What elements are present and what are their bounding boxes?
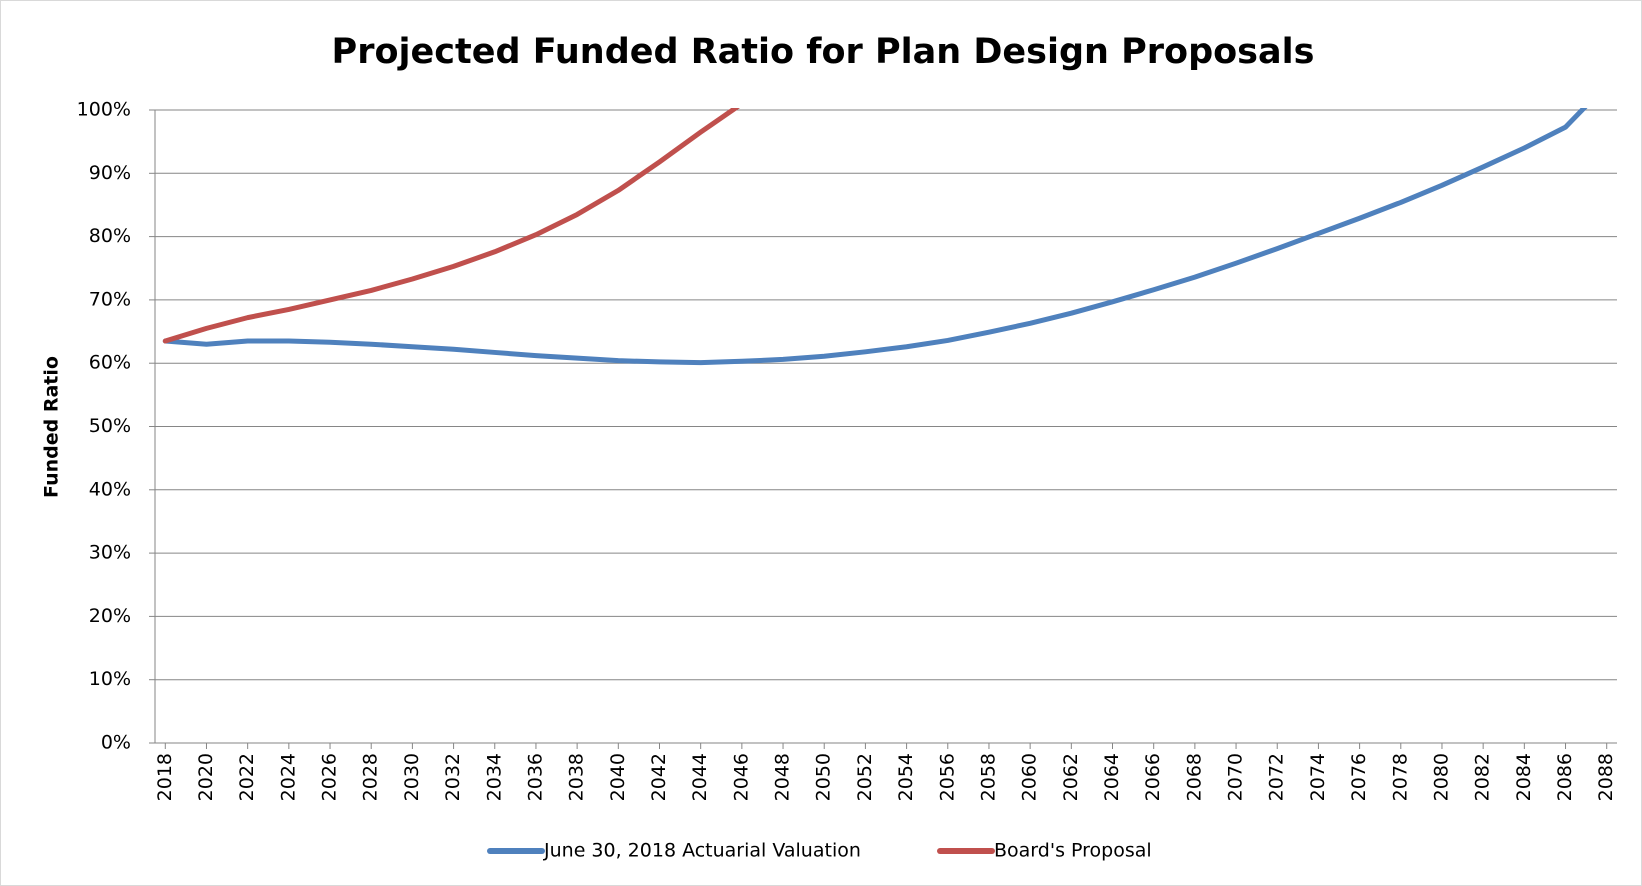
x-tick-label: 2032 [442,753,464,801]
x-tick-label: 2078 [1389,753,1411,801]
x-tick-label: 2066 [1142,753,1164,801]
x-tick-label: 2042 [648,753,670,801]
series-line [162,108,740,344]
x-tick-label: 2054 [895,753,917,801]
legend-label: Board's Proposal [994,840,1152,862]
x-tick-label: 2074 [1307,753,1329,801]
x-tick-label: 2040 [607,753,629,801]
y-tick-label: 80% [89,225,131,247]
x-tick-label: 2088 [1595,753,1617,801]
y-tick-label: 40% [89,478,131,500]
x-tick-label: 2076 [1348,753,1370,801]
x-tick-label: 2072 [1266,753,1288,801]
x-tick-label: 2068 [1183,753,1205,801]
legend-label: June 30, 2018 Actuarial Valuation [543,840,861,862]
y-tick-label: 30% [89,542,131,564]
x-tick-label: 2070 [1225,753,1247,801]
chart-title: Projected Funded Ratio for Plan Design P… [332,32,1315,72]
x-tick-label: 2020 [195,753,217,801]
x-tick-label: 2048 [772,753,794,801]
series-line [162,108,1588,366]
x-tick-label: 2080 [1430,753,1452,801]
x-tick-label: 2058 [977,753,999,801]
plot-area [162,108,1588,366]
x-tick-label: 2084 [1513,753,1535,801]
x-tick-label: 2062 [1060,753,1082,801]
x-tick-label: 2028 [360,753,382,801]
x-tick-label: 2036 [524,753,546,801]
x-tick-label: 2050 [813,753,835,801]
x-tick-label: 2086 [1554,753,1576,801]
x-tick-label: 2018 [154,753,176,801]
y-tick-label: 0% [101,732,131,754]
x-tick-label: 2060 [1019,753,1041,801]
x-tick-label: 2026 [319,753,341,801]
x-tick-label: 2022 [236,753,258,801]
x-tick-label: 2034 [483,753,505,801]
y-axis-label: Funded Ratio [41,356,63,498]
x-tick-label: 2030 [401,753,423,801]
y-tick-label: 100% [77,99,131,121]
y-tick-label: 10% [89,668,131,690]
y-tick-label: 50% [89,415,131,437]
x-tick-label: 2082 [1472,753,1494,801]
y-tick-label: 20% [89,605,131,627]
x-tick-label: 2044 [689,753,711,801]
x-tick-label: 2064 [1101,753,1123,801]
x-tick-label: 2052 [854,753,876,801]
x-tick-label: 2038 [566,753,588,801]
x-tick-label: 2024 [277,753,299,801]
y-tick-label: 60% [89,352,131,374]
x-tick-label: 2046 [730,753,752,801]
y-tick-label: 70% [89,288,131,310]
x-tick-label: 2056 [936,753,958,801]
y-tick-label: 90% [89,162,131,184]
